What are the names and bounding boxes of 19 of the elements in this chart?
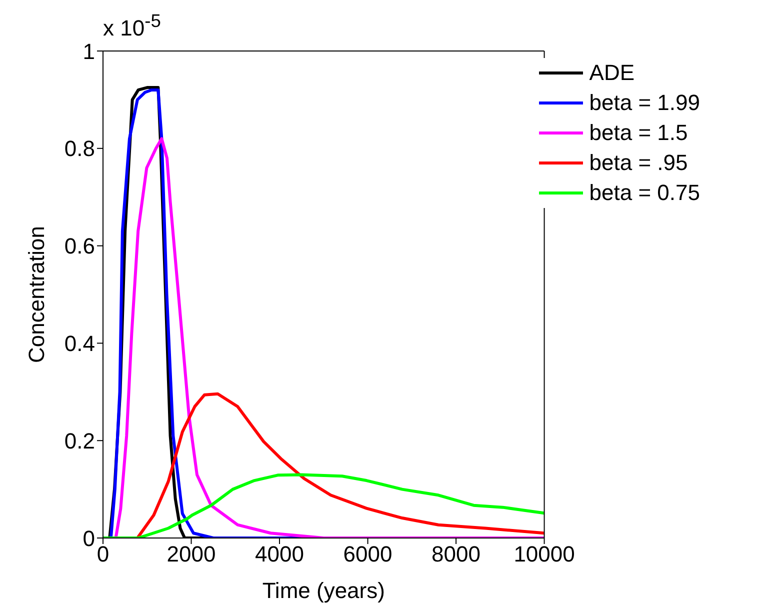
x-tick-label: 8000 (432, 542, 480, 567)
legend-label: beta = .95 (589, 149, 688, 177)
text: x 10$^{-5}$ (103, 10, 161, 42)
y-tick-label: 0.4 (64, 331, 95, 356)
x-tick-label: 4000 (255, 542, 304, 567)
x-axis-title: Time (years) (262, 578, 385, 603)
legend-label: beta = 1.99 (589, 89, 700, 117)
x-tick-label: 6000 (343, 542, 392, 567)
legend-label: beta = 1.5 (589, 119, 688, 147)
y-tick-label: 0 (82, 526, 95, 551)
legend-label: ADE (589, 59, 635, 87)
x-tick-label: 2000 (166, 542, 216, 567)
x-tick-label: 10000 (514, 542, 575, 567)
y-tick-label: 0.8 (64, 136, 95, 162)
y-tick-label: 0.2 (64, 428, 95, 454)
legend-label: beta = 0.75 (589, 179, 700, 207)
y-axis-title: Concentration (24, 226, 49, 363)
y-tick-label: 1 (82, 38, 95, 64)
y-tick-label: 0.6 (64, 234, 95, 259)
